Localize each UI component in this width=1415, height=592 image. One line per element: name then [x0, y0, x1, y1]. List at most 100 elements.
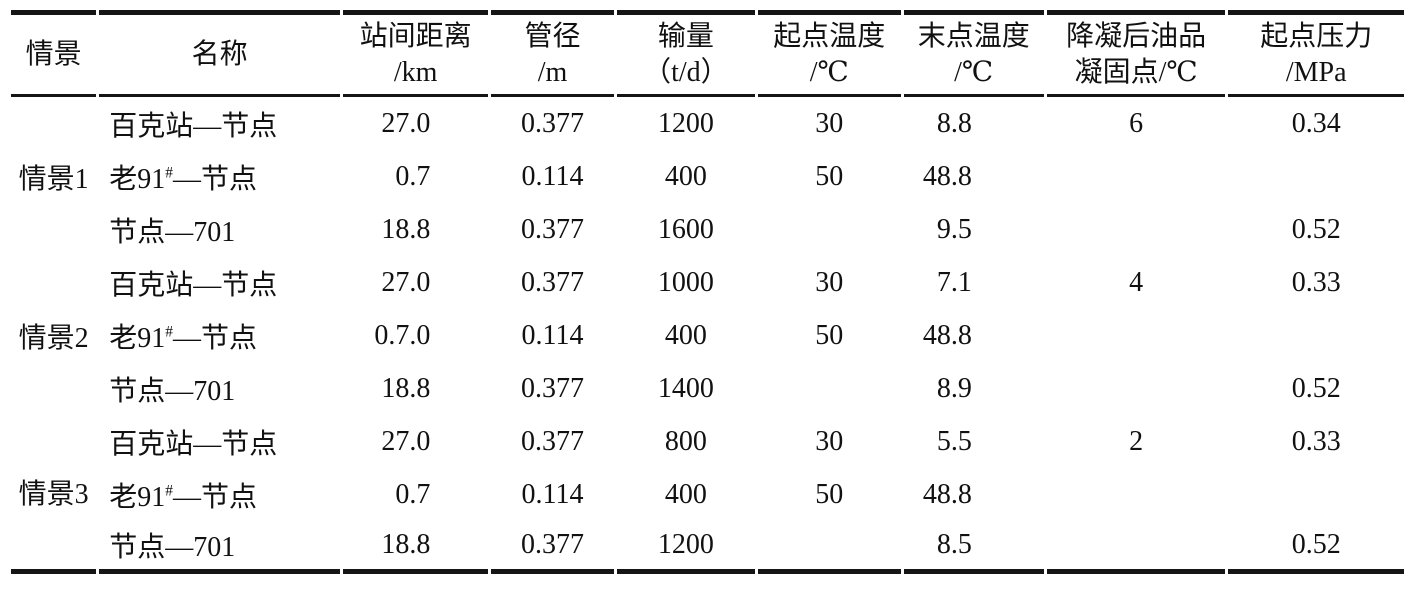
cell-segment-name: 节点—701	[99, 521, 340, 574]
cell-throughput: 800	[664, 425, 707, 457]
cell-segment-name: 老91#—节点	[99, 309, 340, 362]
col-header-scenario: 情景	[11, 10, 97, 97]
cell-distance: 0.7	[395, 478, 431, 510]
cell-start-temp	[758, 521, 901, 574]
col-header-name: 名称	[99, 10, 340, 97]
cell-diameter: 0.377	[491, 521, 614, 574]
cell-end-temp: 8.9	[936, 372, 972, 404]
cell-pour-point: 4	[1129, 266, 1144, 298]
segment-name-text: 节点—701	[109, 216, 236, 248]
scenario-label-3: 情景3	[11, 415, 97, 574]
segment-name-text: —节点	[172, 481, 257, 513]
cell-end-temp: 48.8	[922, 478, 972, 510]
segment-name-text: —节点	[172, 322, 257, 354]
cell-segment-name: 老91#—节点	[99, 150, 340, 203]
col-header-start-pressure: 起点压力/MPa	[1228, 10, 1404, 97]
header-line2: /℃	[809, 56, 849, 88]
cell-throughput: 400	[664, 319, 707, 351]
cell-diameter: 0.377	[521, 266, 585, 298]
table-row: 情景2 百克站—节点 27.0 0.377 1000 30 7.1 4 0.33	[11, 256, 1404, 354]
table-row: 老91#—节点 0.7 0.114 400 50 48.8	[11, 468, 1404, 521]
header-line2: 凝固点/℃	[1074, 56, 1198, 88]
cell-pour-point	[1047, 362, 1226, 415]
header-line2: /km	[393, 56, 438, 88]
cell-distance: 27.0	[381, 266, 431, 298]
cell-segment-name: 百克站—节点	[99, 97, 340, 150]
cell-segment-name: 百克站—节点	[99, 415, 340, 468]
header-line1: 末点温度	[917, 20, 1030, 52]
cell-diameter: 0.377	[521, 425, 585, 457]
cell-end-temp: 7.1	[936, 266, 972, 298]
table-row: 节点—701 18.8 0.377 1600 9.5 0.52	[11, 203, 1404, 256]
cell-start-pressure: 0.52	[1291, 213, 1341, 245]
cell-end-temp: 5.5	[936, 425, 972, 457]
segment-name-text: 老91	[109, 481, 166, 513]
col-header-end-temp: 末点温度 /℃	[903, 10, 1044, 97]
cell-segment-name: 老91#—节点	[99, 468, 340, 521]
header-line1: 降凝后油品	[1066, 20, 1207, 52]
cell-start-pressure	[1228, 468, 1404, 521]
cell-start-temp	[758, 362, 900, 415]
cell-start-pressure: 0.52	[1228, 521, 1404, 574]
cell-start-pressure	[1228, 150, 1404, 203]
segment-name-text: 老91	[109, 322, 166, 354]
table-row: 节点—701 18.8 0.377 1200 8.5 0.52	[11, 521, 1404, 574]
cell-end-temp: 9.5	[936, 213, 972, 245]
cell-throughput: 1200	[616, 521, 756, 574]
cell-diameter: 0.114	[521, 160, 584, 192]
col-header-distance: 站间距离/km	[342, 10, 489, 97]
cell-distance: 0.7.0	[374, 319, 431, 351]
cell-throughput: 1200	[657, 107, 714, 139]
header-line1: 情景	[25, 38, 82, 70]
segment-name-superscript: #	[165, 482, 173, 500]
col-header-diameter: 管径/m	[491, 10, 614, 97]
segment-name-text: —节点	[172, 163, 257, 195]
cell-diameter: 0.377	[521, 213, 585, 245]
cell-throughput: 400	[664, 478, 707, 510]
cell-throughput: 1000	[657, 266, 714, 298]
scenario-label-2: 情景2	[18, 322, 89, 354]
table-row: 老91#—节点 0.7.0 0.114 400 50 48.8	[11, 309, 1404, 362]
cell-pour-point: 6	[1129, 107, 1144, 139]
cell-throughput: 1600	[657, 213, 714, 245]
cell-throughput: 1400	[657, 372, 714, 404]
segment-name-text: 老91	[109, 163, 166, 195]
cell-start-temp: 30	[815, 266, 844, 298]
col-header-throughput: 输量 （t/d）	[616, 10, 756, 97]
cell-start-pressure: 0.34	[1291, 107, 1341, 139]
table-header-row: 情景 名称 站间距离/km 管径/m 输量 （t/d） 起点温度 /℃ 末点温度 /℃…	[11, 10, 1404, 97]
scenario-label-1: 情景1	[18, 163, 89, 195]
cell-diameter: 0.377	[521, 372, 585, 404]
cell-pour-point: 2	[1129, 425, 1144, 457]
cell-end-temp: 48.8	[922, 160, 972, 192]
cell-throughput: 400	[664, 160, 707, 192]
cell-pour-point	[1047, 468, 1226, 521]
cell-distance: 27.0	[381, 107, 431, 139]
header-line1: 管径	[524, 20, 581, 52]
cell-start-temp: 50	[815, 160, 844, 192]
cell-diameter: 0.114	[521, 478, 584, 510]
cell-end-temp: 8.5	[903, 521, 1044, 574]
cell-distance: 0.7	[395, 160, 431, 192]
cell-segment-name: 百克站—节点	[99, 256, 340, 309]
cell-pour-point	[1047, 309, 1226, 362]
header-line1: 站间距离	[359, 20, 472, 52]
table-row: 老91#—节点 0.7 0.114 400 50 48.8	[11, 150, 1404, 203]
header-line2: （t/d）	[643, 56, 729, 88]
segment-name-text: 节点—701	[109, 375, 236, 407]
cell-end-temp: 8.8	[936, 107, 972, 139]
table-row: 情景1 百克站—节点 27.0 0.377 1200 30 8.8 6 0.34	[11, 97, 1404, 195]
header-line1: 起点温度	[773, 20, 886, 52]
cell-distance: 18.8	[342, 521, 489, 574]
cell-distance: 27.0	[381, 425, 431, 457]
cell-distance: 18.8	[381, 372, 431, 404]
header-line1: 起点压力	[1260, 20, 1373, 52]
col-header-pour-point: 降凝后油品凝固点/℃	[1046, 10, 1226, 97]
cell-pour-point	[1047, 203, 1226, 256]
segment-name-superscript: #	[165, 164, 173, 182]
cell-start-temp: 50	[815, 478, 844, 510]
cell-start-pressure: 0.33	[1291, 266, 1341, 298]
cell-pour-point	[1047, 150, 1226, 203]
header-line1: 输量	[657, 20, 714, 52]
